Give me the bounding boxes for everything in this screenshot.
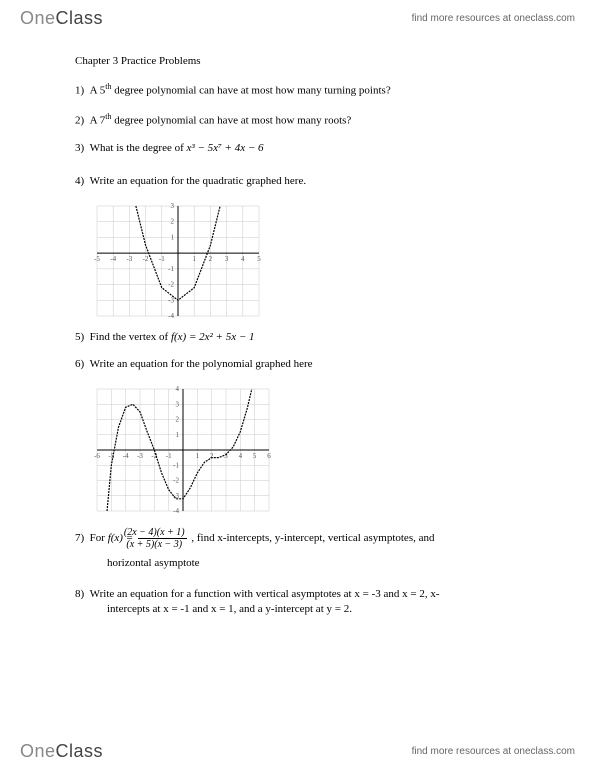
problem-text-continued: horizontal asymptote <box>91 556 535 571</box>
problem-text: What is the degree of <box>90 142 187 154</box>
problem-text: A 5 <box>90 85 106 97</box>
problem-number: 6) <box>75 358 84 370</box>
svg-text:-1: -1 <box>168 265 174 273</box>
svg-text:2: 2 <box>171 218 175 226</box>
svg-text:3: 3 <box>225 255 229 263</box>
problem-6: 6) Write an equation for the polynomial … <box>75 357 535 372</box>
svg-text:2: 2 <box>210 452 214 460</box>
svg-text:-2: -2 <box>173 476 179 484</box>
fraction-denominator: (x + 5)(x − 3) <box>138 539 187 550</box>
svg-text:2: 2 <box>209 255 213 263</box>
brand-part2: Class <box>56 741 104 761</box>
svg-text:-3: -3 <box>126 255 132 263</box>
problem-text: Write an equation for the quadratic grap… <box>90 175 306 187</box>
svg-text:-4: -4 <box>110 255 116 263</box>
problem-2: 2) A 7th degree polynomial can have at m… <box>75 111 535 129</box>
problem-5: 5) Find the vertex of f(x) = 2x² + 5x − … <box>75 330 535 345</box>
svg-text:4: 4 <box>239 452 243 460</box>
quadratic-graph: -5 -4 -3 -2 -1 1 2 3 4 5 -4 -3 -2 -1 1 2 3 <box>93 202 263 320</box>
problem-1: 1) A 5th degree polynomial can have at m… <box>75 81 535 99</box>
header: OneClass find more resources at oneclass… <box>0 0 595 37</box>
svg-text:5: 5 <box>253 452 257 460</box>
brand-part2: Class <box>56 8 104 28</box>
document-content: Chapter 3 Practice Problems 1) A 5th deg… <box>75 55 535 630</box>
page-title: Chapter 3 Practice Problems <box>75 55 535 67</box>
problem-4: 4) Write an equation for the quadratic g… <box>75 174 535 189</box>
svg-text:-1: -1 <box>159 255 165 263</box>
problem-text: A 7 <box>90 115 106 127</box>
svg-text:-4: -4 <box>168 312 174 320</box>
problem-number: 3) <box>75 142 84 154</box>
svg-text:-3: -3 <box>137 452 143 460</box>
svg-text:3: 3 <box>224 452 228 460</box>
brand-part1: One <box>20 8 56 28</box>
svg-text:-2: -2 <box>168 280 174 288</box>
svg-text:6: 6 <box>267 452 271 460</box>
svg-text:-3: -3 <box>168 296 174 304</box>
problem-number: 8) <box>75 588 84 600</box>
footer: OneClass find more resources at oneclass… <box>0 733 595 770</box>
svg-text:-5: -5 <box>94 255 100 263</box>
header-tagline: find more resources at oneclass.com <box>412 13 575 24</box>
problem-number: 7) <box>75 532 84 544</box>
footer-tagline: find more resources at oneclass.com <box>412 746 575 757</box>
svg-text:4: 4 <box>241 255 245 263</box>
svg-text:4: 4 <box>176 385 180 393</box>
problem-number: 5) <box>75 331 84 343</box>
problem-8: 8) Write an equation for a function with… <box>75 587 535 618</box>
problem-3: 3) What is the degree of x³ − 5x⁷ + 4x −… <box>75 141 535 156</box>
problem-text: For <box>90 532 108 544</box>
svg-text:2: 2 <box>176 415 180 423</box>
polynomial-graph: -6-5-4-3-2-1123456-4-3-2-11234 <box>93 385 273 515</box>
problem-number: 2) <box>75 115 84 127</box>
math-fx: f(x) = <box>171 331 199 343</box>
problem-text: , find x-intercepts, y-intercept, vertic… <box>189 532 435 544</box>
svg-text:3: 3 <box>171 202 175 210</box>
math-expression: 2x² + 5x − 1 <box>199 331 254 343</box>
svg-text:-2: -2 <box>143 255 149 263</box>
brand-logo: OneClass <box>20 741 103 762</box>
fraction-numerator: (2x − 4)(x + 1) <box>138 527 187 539</box>
svg-text:3: 3 <box>176 400 180 408</box>
math-expression: x³ − 5x⁷ + 4x − 6 <box>187 142 264 154</box>
problem-text: degree polynomial can have at most how m… <box>112 115 352 127</box>
problem-number: 1) <box>75 85 84 97</box>
graph-1-container: -5 -4 -3 -2 -1 1 2 3 4 5 -4 -3 -2 -1 1 2 3 <box>93 202 535 320</box>
svg-text:-4: -4 <box>173 507 179 515</box>
problem-text: Find the vertex of <box>90 331 171 343</box>
problem-text: Write an equation for a function with ve… <box>90 588 440 600</box>
svg-text:1: 1 <box>192 255 196 263</box>
problem-text: Write an equation for the polynomial gra… <box>90 358 313 370</box>
problem-7: 7) For f(x) = (2x − 4)(x + 1)(x + 5)(x −… <box>75 527 535 571</box>
svg-text:1: 1 <box>196 452 200 460</box>
svg-text:5: 5 <box>257 255 261 263</box>
problem-text-continued: intercepts at x = -1 and x = 1, and a y-… <box>91 602 535 617</box>
svg-text:1: 1 <box>171 233 175 241</box>
graph-2-container: -6-5-4-3-2-1123456-4-3-2-11234 <box>93 385 535 515</box>
svg-text:-1: -1 <box>166 452 172 460</box>
problem-text: degree polynomial can have at most how m… <box>112 85 391 97</box>
brand-logo: OneClass <box>20 8 103 29</box>
brand-part1: One <box>20 741 56 761</box>
svg-text:1: 1 <box>176 430 180 438</box>
svg-text:-6: -6 <box>94 452 100 460</box>
fraction: (2x − 4)(x + 1)(x + 5)(x − 3) <box>138 527 187 550</box>
svg-text:-1: -1 <box>173 461 179 469</box>
problem-number: 4) <box>75 175 84 187</box>
svg-text:-4: -4 <box>123 452 129 460</box>
